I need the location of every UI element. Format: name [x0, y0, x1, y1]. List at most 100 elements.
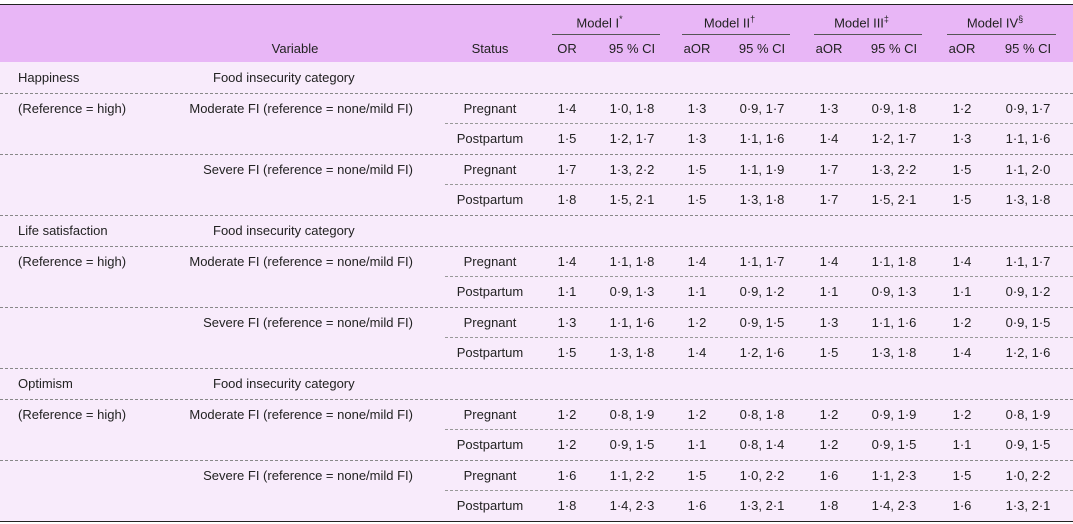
row-rule [0, 153, 1073, 155]
level-label: Moderate FI (reference = none/mild FI) [189, 406, 413, 422]
value-cell: 1·5 [687, 161, 707, 177]
status-cell: Postpartum [456, 498, 524, 514]
value-cell: 1·5, 2·1 [609, 192, 655, 208]
status-cell: Pregnant [463, 161, 517, 177]
model-footnote-mark: ‡ [883, 14, 889, 24]
column-header: Variable [271, 41, 319, 56]
model-header: Model II† [704, 11, 755, 31]
value-cell: 1·5, 2·1 [871, 192, 917, 208]
value-cell: 1·6 [952, 498, 972, 514]
value-cell: 1·1 [687, 437, 707, 453]
row-rule [0, 92, 1073, 94]
model-name: Model I [576, 15, 620, 31]
value-cell: 0·9, 1·5 [1005, 437, 1051, 453]
value-cell: 1·5 [557, 345, 577, 361]
reference-label: (Reference = high) [18, 406, 127, 422]
value-cell: 1·1, 1·7 [1005, 253, 1051, 269]
status-cell: Pregnant [463, 100, 517, 116]
level-label: Severe FI (reference = none/mild FI) [203, 314, 413, 330]
value-cell: 1·3, 1·8 [871, 345, 917, 361]
model-name: Model III [834, 15, 884, 31]
variable-name: Optimism [18, 376, 73, 391]
row-rule [445, 184, 1073, 186]
row-rule [445, 276, 1073, 278]
value-cell: 1·4 [952, 253, 972, 269]
value-cell: 1·2 [952, 100, 972, 116]
value-cell: 1·2 [557, 406, 577, 422]
value-cell: 0·9, 1·5 [609, 437, 655, 453]
value-cell: 1·4 [952, 345, 972, 361]
value-cell: 1·2, 1·6 [739, 345, 785, 361]
sub-column-header: aOR [815, 41, 843, 56]
value-cell: 1·1, 1·6 [871, 314, 917, 330]
reference-label: (Reference = high) [18, 100, 127, 116]
status-cell: Postpartum [456, 131, 524, 147]
value-cell: 1·1 [952, 284, 972, 300]
status-cell: Postpartum [456, 437, 524, 453]
value-cell: 0·9, 1·3 [609, 284, 655, 300]
level-label: Severe FI (reference = none/mild FI) [203, 467, 413, 483]
sub-column-header: 95 % CI [608, 41, 656, 56]
value-cell: 1·3 [952, 131, 972, 147]
level-label: Moderate FI (reference = none/mild FI) [189, 253, 413, 269]
value-cell: 1·3, 1·8 [739, 192, 785, 208]
value-cell: 0·9, 1·5 [1005, 314, 1051, 330]
value-cell: 1·5 [952, 192, 972, 208]
value-cell: 1·5 [687, 467, 707, 483]
value-cell: 1·2, 1·6 [1005, 345, 1051, 361]
status-cell: Postpartum [456, 345, 524, 361]
row-rule [445, 490, 1073, 492]
value-cell: 1·3, 2·2 [609, 161, 655, 177]
value-cell: 1·5 [952, 161, 972, 177]
value-cell: 0·8, 1·8 [739, 406, 785, 422]
variable-name: Life satisfaction [18, 223, 108, 238]
value-cell: 1·3, 2·2 [871, 161, 917, 177]
category-label: Food insecurity category [213, 70, 355, 85]
sub-column-header: 95 % CI [1004, 41, 1052, 56]
value-cell: 0·8, 1·4 [739, 437, 785, 453]
body-band [0, 62, 1073, 522]
value-cell: 1·1, 1·6 [739, 131, 785, 147]
level-label: Severe FI (reference = none/mild FI) [203, 161, 413, 177]
value-cell: 1·3 [557, 314, 577, 330]
header-band [0, 4, 1073, 63]
value-cell: 0·8, 1·9 [1005, 406, 1051, 422]
value-cell: 0·9, 1·5 [871, 437, 917, 453]
row-rule [0, 306, 1073, 308]
value-cell: 1·5 [819, 345, 839, 361]
value-cell: 0·9, 1·7 [739, 100, 785, 116]
value-cell: 1·4, 2·3 [609, 498, 655, 514]
model-footnote-mark: * [619, 14, 623, 24]
value-cell: 1·6 [819, 467, 839, 483]
value-cell: 1·2, 1·7 [609, 131, 655, 147]
value-cell: 1·1 [557, 284, 577, 300]
row-rule [0, 398, 1073, 400]
value-cell: 1·4 [819, 253, 839, 269]
row-rule [445, 123, 1073, 125]
value-cell: 1·2 [952, 406, 972, 422]
value-cell: 1·1 [819, 284, 839, 300]
value-cell: 1·3 [687, 131, 707, 147]
value-cell: 1·4 [557, 100, 577, 116]
value-cell: 1·3 [687, 100, 707, 116]
status-cell: Pregnant [463, 314, 517, 330]
value-cell: 0·9, 1·2 [739, 284, 785, 300]
row-rule [445, 337, 1073, 339]
value-cell: 1·1 [687, 284, 707, 300]
value-cell: 1·3, 2·1 [1005, 498, 1051, 514]
model-name: Model II [703, 15, 751, 31]
sub-column-header: OR [557, 41, 577, 56]
value-cell: 1·8 [819, 498, 839, 514]
level-label: Moderate FI (reference = none/mild FI) [189, 100, 413, 116]
value-cell: 0·9, 1·5 [739, 314, 785, 330]
value-cell: 1·4 [687, 345, 707, 361]
sub-column-header: aOR [948, 41, 976, 56]
value-cell: 1·7 [819, 192, 839, 208]
value-cell: 1·5 [952, 467, 972, 483]
value-cell: 1·1, 1·9 [739, 161, 785, 177]
value-cell: 1·1, 1·7 [739, 253, 785, 269]
value-cell: 1·1, 2·2 [609, 467, 655, 483]
value-cell: 0·9, 1·8 [871, 100, 917, 116]
value-cell: 0·9, 1·3 [871, 284, 917, 300]
